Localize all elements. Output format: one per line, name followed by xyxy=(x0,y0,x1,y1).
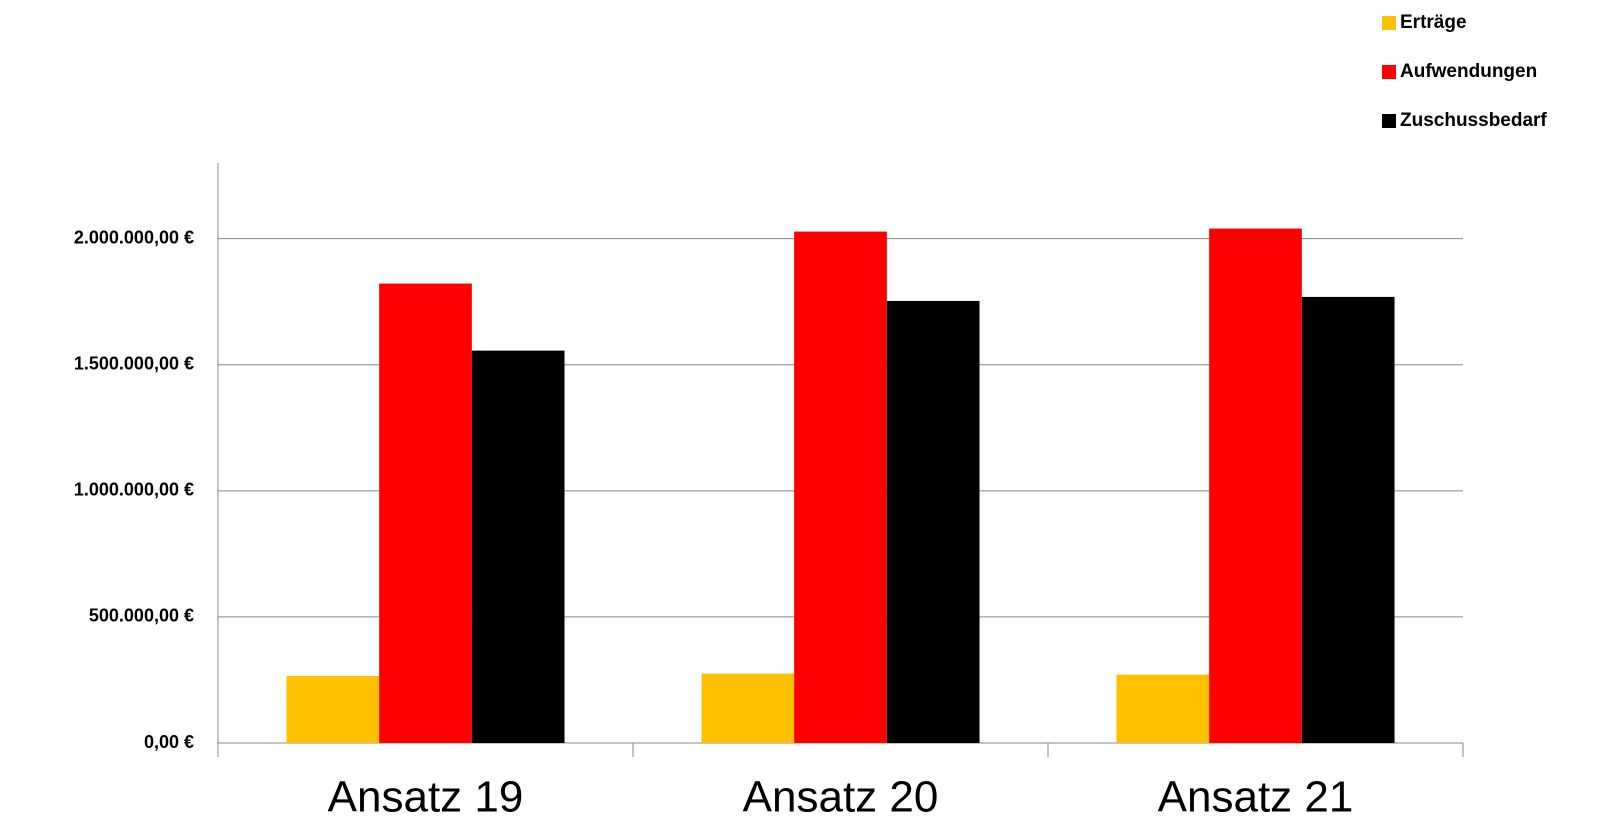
bar xyxy=(701,673,795,743)
legend-label: Erträge xyxy=(1400,12,1467,33)
x-tick-label: Ansatz 20 xyxy=(743,773,939,822)
legend-swatch xyxy=(1382,114,1396,128)
x-tick-label: Ansatz 21 xyxy=(1158,773,1354,822)
bar xyxy=(1209,228,1302,744)
legend-label: Aufwendungen xyxy=(1400,61,1537,82)
y-tick-label: 1.000.000,00 € xyxy=(74,480,194,500)
y-tick-label: 500.000,00 € xyxy=(89,606,194,626)
bar xyxy=(794,231,887,743)
bar xyxy=(379,283,472,743)
legend-label: Zuschussbedarf xyxy=(1400,110,1547,131)
x-tick-label: Ansatz 19 xyxy=(328,773,524,822)
bar xyxy=(886,300,980,743)
bar xyxy=(286,675,380,743)
y-tick-label: 0,00 € xyxy=(144,732,194,752)
y-tick-label: 1.500.000,00 € xyxy=(74,353,194,373)
y-tick-label: 2.000.000,00 € xyxy=(74,227,194,247)
legend-swatch xyxy=(1382,65,1396,79)
bar xyxy=(471,350,565,743)
bar xyxy=(1301,296,1395,743)
legend-swatch xyxy=(1382,16,1396,30)
bar xyxy=(1116,674,1210,743)
